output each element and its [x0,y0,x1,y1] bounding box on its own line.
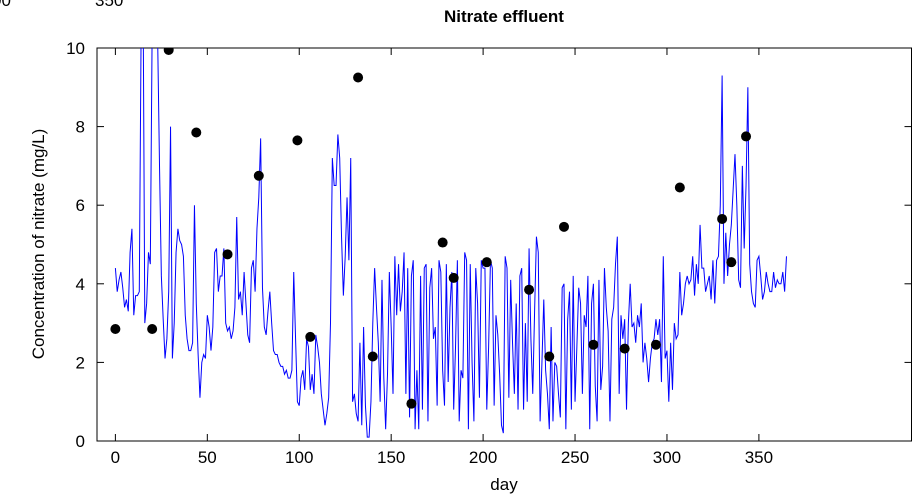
x-tick-label: 350 [745,448,773,467]
x-tick-label: 50 [198,448,217,467]
data-point [559,221,570,232]
x-tick-label: 0 [111,448,120,467]
data-point [147,323,158,334]
data-point [437,237,448,248]
data-point [524,284,535,295]
x-tick-label: 150 [377,448,405,467]
data-point [406,398,417,409]
x-tick-label: 200 [469,448,497,467]
data-point [741,131,752,142]
data-point [619,343,630,354]
x-axis-label: day [490,475,518,494]
data-point [674,182,685,193]
clipped-fragment: 350 [95,0,123,10]
data-point [717,213,728,224]
data-point [650,339,661,350]
data-point [163,48,174,55]
data-line [114,48,787,438]
data-point [253,170,264,181]
data-point [448,272,459,283]
y-axis-label: Concentration of nitrate (mg/L) [29,129,48,360]
y-tick-label: 0 [76,432,85,451]
data-point [544,351,555,362]
data-point [481,257,492,268]
data-point [353,72,364,83]
plot-area [110,48,787,438]
data-point [367,351,378,362]
data-point [305,331,316,342]
y-tick-label: 6 [76,196,85,215]
data-point [292,135,303,146]
y-tick-label: 10 [66,39,85,58]
x-tick-label: 100 [285,448,313,467]
axes-box [96,47,912,442]
x-tick-label: 250 [561,448,589,467]
chart-title: Nitrate effluent [444,7,564,26]
data-point [191,127,202,138]
y-tick-label: 2 [76,353,85,372]
data-point [588,339,599,350]
y-tick-label: 8 [76,118,85,137]
x-tick-label: 300 [653,448,681,467]
clipped-fragment: 00 [0,0,11,10]
y-tick-label: 4 [76,275,85,294]
data-point [726,257,737,268]
data-point [222,249,233,260]
data-point [110,323,121,334]
